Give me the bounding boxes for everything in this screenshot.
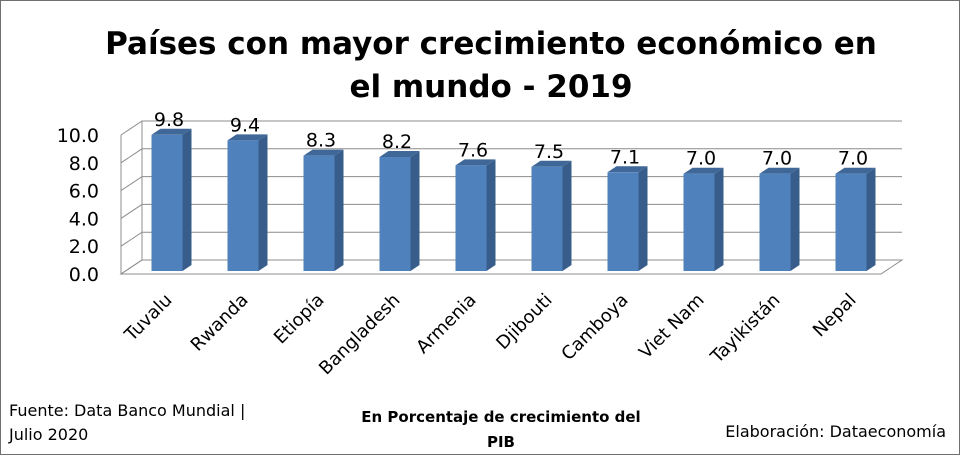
- bar: [455, 165, 487, 271]
- x-tick-label: Rwanda: [187, 290, 253, 356]
- bar-top: [379, 151, 420, 158]
- bar: [683, 173, 715, 271]
- data-label: 9.8: [154, 109, 184, 131]
- bar-top: [683, 167, 724, 174]
- bar-top: [531, 160, 572, 167]
- x-tick-label: Viet Nam: [635, 290, 708, 363]
- data-label: 7.1: [610, 146, 640, 168]
- bar: [227, 140, 259, 271]
- data-label: 8.3: [306, 130, 336, 152]
- bar: [531, 166, 563, 271]
- x-tick-label: Armenia: [412, 290, 480, 358]
- y-tick-label: 8.0: [69, 153, 99, 175]
- bar-side: [486, 159, 496, 271]
- data-label: 7.0: [762, 148, 792, 170]
- bar: [379, 157, 411, 271]
- bar-top: [607, 166, 648, 173]
- x-tick-label: Djibouti: [492, 290, 556, 354]
- y-tick-label: 4.0: [69, 208, 99, 230]
- data-label: 7.0: [838, 148, 868, 170]
- data-label: 8.2: [382, 131, 412, 153]
- bar-side: [334, 149, 344, 271]
- bar-side: [866, 167, 876, 271]
- x-tick-label: Tayikistán: [706, 290, 784, 368]
- data-label: 7.6: [458, 139, 488, 161]
- bar-top: [835, 167, 876, 174]
- bar-side: [410, 151, 420, 271]
- bar: [607, 172, 639, 271]
- x-tick-label: Bangladesh: [315, 290, 404, 379]
- x-tick-label: Etiopía: [270, 290, 329, 349]
- bar-top: [759, 167, 800, 174]
- y-tick-label: 6.0: [69, 181, 99, 203]
- x-tick-label: Nepal: [809, 290, 861, 342]
- data-label: 7.0: [686, 148, 716, 170]
- x-tick-label: Camboya: [557, 290, 632, 365]
- bar-side: [182, 128, 192, 271]
- bar-top: [227, 134, 268, 141]
- units-note: En Porcentaje de crecimiento del PIB: [361, 408, 641, 451]
- bar: [303, 155, 335, 271]
- data-label: 9.4: [230, 114, 260, 136]
- y-tick-label: 10.0: [57, 125, 99, 147]
- bar-top: [303, 149, 344, 156]
- bar-top: [455, 159, 496, 166]
- y-tick-label: 2.0: [69, 236, 99, 258]
- bar: [759, 173, 791, 271]
- y-tick-label: 0.0: [69, 264, 99, 286]
- source-note: Fuente: Data Banco Mundial | Julio 2020: [9, 401, 246, 444]
- bar-side: [790, 167, 800, 271]
- credit-note: Elaboración: Dataeconomía: [725, 422, 946, 441]
- data-label: 7.5: [534, 141, 564, 163]
- chart-title: Países con mayor crecimiento económico e…: [105, 26, 877, 105]
- bar-side: [562, 160, 572, 271]
- bar: [835, 173, 867, 271]
- bar-side: [638, 166, 648, 271]
- bar-top: [151, 128, 192, 135]
- bar: [151, 134, 183, 271]
- bar-side: [714, 167, 724, 271]
- bar-side: [258, 134, 268, 271]
- x-tick-label: Tuvalu: [120, 290, 176, 346]
